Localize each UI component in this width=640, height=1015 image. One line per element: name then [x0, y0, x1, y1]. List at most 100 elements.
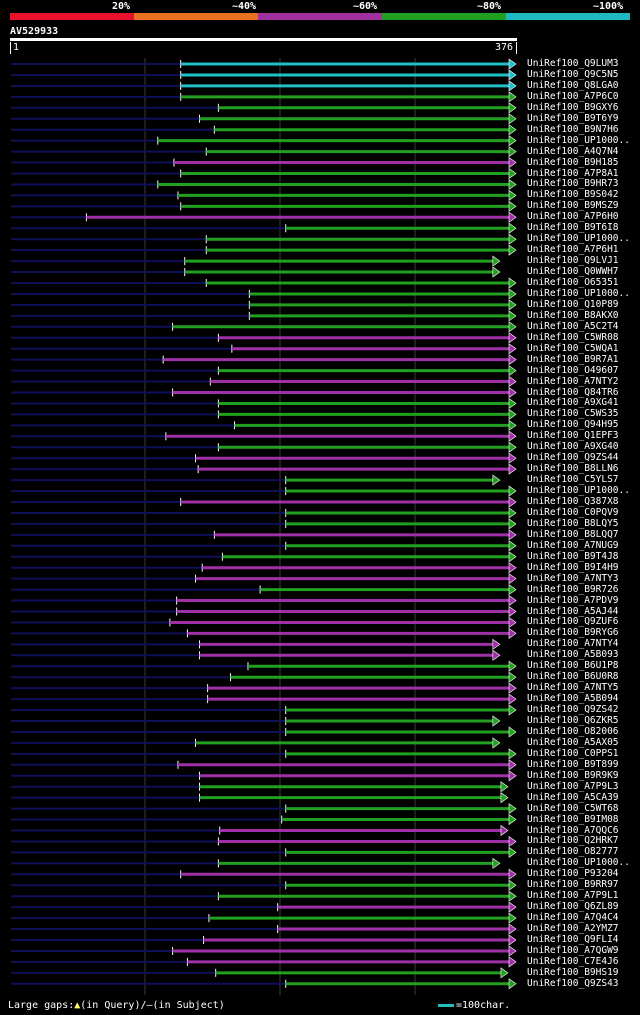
hit-label[interactable]: UniRef100_Q9ZS42	[527, 704, 619, 716]
hit-label[interactable]: UniRef100_B8LLN6	[527, 463, 619, 475]
hit-label[interactable]: UniRef100_A7NTY2	[527, 375, 619, 387]
hit-arrow	[508, 923, 517, 935]
hit-label[interactable]: UniRef100_B9GXY6	[527, 101, 619, 113]
hit-arrow	[508, 671, 517, 683]
hit-label[interactable]: UniRef100_Q9ZUF6	[527, 616, 619, 628]
legend-label-40: ~40%	[232, 1, 257, 12]
hit-label[interactable]: UniRef100_A2YMZ7	[527, 923, 619, 935]
hit-label[interactable]: UniRef100_B9RR97	[527, 879, 619, 891]
hit-arrow	[500, 967, 509, 979]
hit-label[interactable]: UniRef100_C5YLS7	[527, 474, 619, 486]
hit-arrow	[508, 496, 517, 508]
hit-label[interactable]: UniRef100_A5B093	[527, 649, 619, 661]
hit-label[interactable]: UniRef100_A5AX05	[527, 736, 619, 748]
hit-label[interactable]: UniRef100_B9R7A1	[527, 353, 619, 365]
hit-label[interactable]: UniRef100_B9N7H6	[527, 123, 619, 135]
hit-label[interactable]: UniRef100_B9R726	[527, 583, 619, 595]
hit-label[interactable]: UniRef100_B9IM08	[527, 813, 619, 825]
hit-arrow	[492, 638, 501, 650]
hit-label[interactable]: UniRef100_Q9ZS43	[527, 977, 619, 989]
hit-label[interactable]: UniRef100_B9I4H9	[527, 561, 619, 573]
hit-label[interactable]: UniRef100_A7NTY3	[527, 572, 619, 584]
hit-label[interactable]: UniRef100_Q387X8	[527, 496, 619, 507]
hit-label[interactable]: UniRef100_C5WT68	[527, 802, 619, 814]
hit-label[interactable]: UniRef100_B9T6Y9	[527, 112, 619, 124]
hit-label[interactable]: UniRef100_B9R9K9	[527, 769, 619, 781]
hit-label[interactable]: UniRef100_Q84TR6	[527, 386, 619, 398]
gap-legend: Large gaps:▲(in Query)/—(in Subject)	[8, 1000, 225, 1011]
hit-arrow	[508, 693, 517, 705]
hit-label[interactable]: UniRef100_A7NTY4	[527, 638, 619, 650]
hit-label[interactable]: UniRef100_C5WQA1	[527, 342, 619, 354]
hit-label[interactable]: UniRef100_A7P8A1	[527, 167, 619, 179]
hit-label[interactable]: UniRef100_B9T6I8	[527, 222, 619, 234]
hit-label[interactable]: UniRef100_O82777	[527, 846, 619, 858]
hit-label[interactable]: UniRef100_A7P6C0	[527, 90, 619, 102]
hit-label[interactable]: UniRef100_Q1EPF3	[527, 430, 619, 442]
hit-label[interactable]: UniRef100_A7QQC6	[527, 824, 619, 836]
hit-label[interactable]: UniRef100_B9T899	[527, 758, 619, 770]
query-id: AV529933	[10, 26, 59, 37]
hit-label[interactable]: UniRef100_Q94H95	[527, 419, 619, 431]
hit-label[interactable]: UniRef100_A7P6H0	[527, 211, 619, 223]
hit-label[interactable]: UniRef100_A7QGW9	[527, 944, 619, 956]
hit-label[interactable]: UniRef100_A7NTY5	[527, 682, 619, 694]
hit-label[interactable]: UniRef100_Q8LGA0	[527, 79, 619, 91]
hit-label[interactable]: UniRef100_O65351	[527, 277, 619, 288]
hit-label[interactable]: UniRef100_A7P6H1	[527, 244, 619, 256]
hit-label[interactable]: UniRef100_Q9ZS44	[527, 452, 619, 464]
hit-label[interactable]: UniRef100_A4Q7N4	[527, 145, 619, 157]
hit-label[interactable]: UniRef100_UP1000..	[527, 134, 630, 146]
hit-label[interactable]: UniRef100_Q9LUM3	[527, 58, 619, 69]
hit-label[interactable]: UniRef100_B9S042	[527, 189, 619, 201]
hit-label[interactable]: UniRef100_C0PQV9	[527, 506, 619, 518]
hit-label[interactable]: UniRef100_A9XG41	[527, 397, 619, 409]
hit-label[interactable]: UniRef100_A9XG40	[527, 441, 619, 453]
hit-label[interactable]: UniRef100_Q10P89	[527, 298, 619, 310]
hit-arrow	[508, 463, 517, 475]
legend-label-80: ~80%	[477, 1, 502, 12]
hit-label[interactable]: UniRef100_A7Q4C4	[527, 912, 619, 924]
hit-label[interactable]: UniRef100_B8LQY5	[527, 517, 619, 529]
hit-label[interactable]: UniRef100_B6U0R8	[527, 671, 619, 683]
hit-label[interactable]: UniRef100_Q0WWH7	[527, 266, 619, 278]
hit-label[interactable]: UniRef100_UP1000..	[527, 287, 630, 299]
hit-arrow	[508, 178, 517, 191]
hit-label[interactable]: UniRef100_B9HS19	[527, 966, 619, 978]
hit-label[interactable]: UniRef100_A5B094	[527, 693, 619, 705]
hit-label[interactable]: UniRef100_Q9FLI4	[527, 934, 619, 945]
hit-label[interactable]: UniRef100_A7NUG9	[527, 539, 619, 551]
hit-label[interactable]: UniRef100_A5CA39	[527, 791, 619, 803]
hit-label[interactable]: UniRef100_A5AJ44	[527, 605, 619, 617]
hit-label[interactable]: UniRef100_B6U1P8	[527, 660, 619, 672]
hit-label[interactable]: UniRef100_B9RYG6	[527, 627, 619, 639]
hit-label[interactable]: UniRef100_C5WS35	[527, 408, 619, 420]
hit-label[interactable]: UniRef100_A7PDV9	[527, 594, 619, 606]
hit-label[interactable]: UniRef100_A7P9L3	[527, 780, 619, 792]
hit-arrow	[508, 704, 517, 716]
hit-label[interactable]: UniRef100_C5WR08	[527, 331, 619, 343]
hit-label[interactable]: UniRef100_C0PPS1	[527, 747, 619, 759]
hit-arrow	[508, 846, 517, 858]
hit-label[interactable]: UniRef100_UP1000..	[527, 485, 630, 497]
hit-label[interactable]: UniRef100_Q2HRK7	[527, 835, 619, 847]
hit-label[interactable]: UniRef100_Q6ZKR5	[527, 715, 619, 726]
hit-label[interactable]: UniRef100_A7P9L1	[527, 890, 619, 902]
hit-label[interactable]: UniRef100_C7E4J6	[527, 955, 619, 967]
hit-label[interactable]: UniRef100_A5C2T4	[527, 320, 619, 332]
hit-label[interactable]: UniRef100_B8AKX0	[527, 309, 619, 321]
hit-label[interactable]: UniRef100_B9H185	[527, 156, 619, 168]
hit-label[interactable]: UniRef100_Q9LVJ1	[527, 255, 619, 267]
hit-label[interactable]: UniRef100_B9T4J8	[527, 550, 619, 562]
hit-label[interactable]: UniRef100_UP1000..	[527, 233, 630, 245]
hit-label[interactable]: UniRef100_B9HR73	[527, 178, 619, 190]
hit-label[interactable]: UniRef100_O82006	[527, 725, 619, 737]
hit-label[interactable]: UniRef100_O49607	[527, 364, 619, 376]
hit-label[interactable]: UniRef100_Q9C5N5	[527, 68, 619, 80]
hit-label[interactable]: UniRef100_P93204	[527, 868, 619, 880]
hit-arrow	[508, 310, 517, 322]
hit-label[interactable]: UniRef100_B9MSZ9	[527, 200, 619, 212]
hit-label[interactable]: UniRef100_UP1000..	[527, 857, 630, 869]
hit-label[interactable]: UniRef100_Q6ZL89	[527, 901, 619, 913]
hit-label[interactable]: UniRef100_B8LQQ7	[527, 528, 619, 540]
